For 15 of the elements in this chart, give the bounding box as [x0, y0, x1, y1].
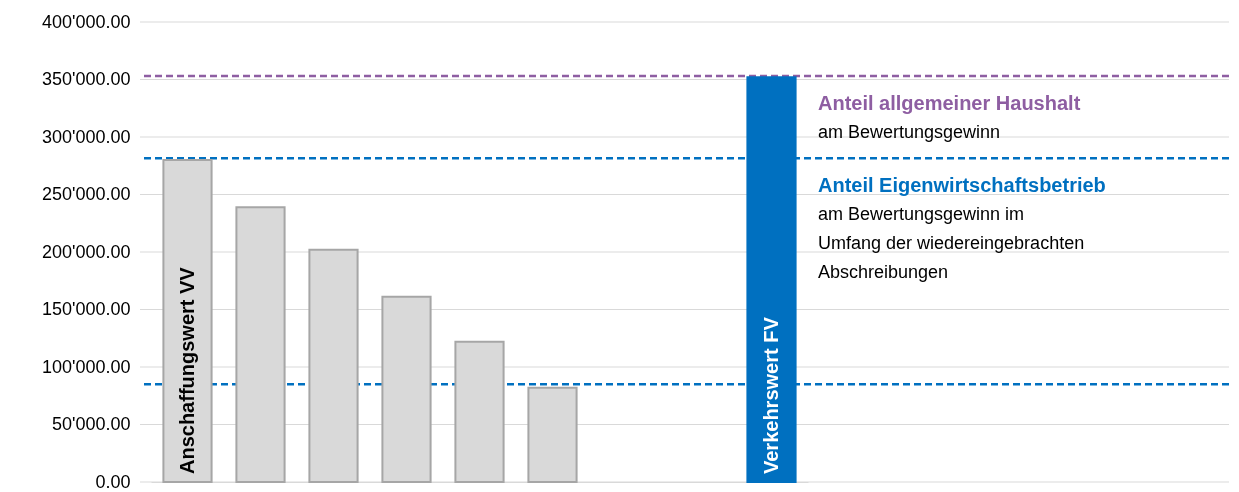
- y-tick-label: 0.00: [95, 471, 131, 492]
- y-tick-label: 200'000.00: [41, 241, 131, 262]
- y-tick-label: 350'000.00: [41, 69, 131, 89]
- text: am Bewertungsgewinn im Umfang der wiedereingebrachten Abschreibungen: [818, 204, 1085, 283]
- y-tick-label: 400'000.00: [41, 11, 131, 32]
- ref-line-label: Anteil Eigenwirtschaftsbetrieb: [818, 174, 1106, 197]
- x-tick-label: Verkehrswert FV: [759, 316, 782, 474]
- x-tick-label: Anschaffungswert VV: [175, 266, 198, 474]
- text: am Bewertungsgewinn: [818, 122, 1001, 143]
- y-tick-label: 50'000.00: [51, 414, 131, 434]
- y-tick-label: 150'000.00: [41, 299, 131, 319]
- y-tick-label: 100'000.00: [41, 356, 131, 377]
- y-tick-label: 300'000.00: [41, 126, 131, 147]
- ref-line-label: Anteil allgemeiner Haushalt: [818, 92, 1081, 115]
- y-tick-label: 250'000.00: [41, 184, 131, 204]
